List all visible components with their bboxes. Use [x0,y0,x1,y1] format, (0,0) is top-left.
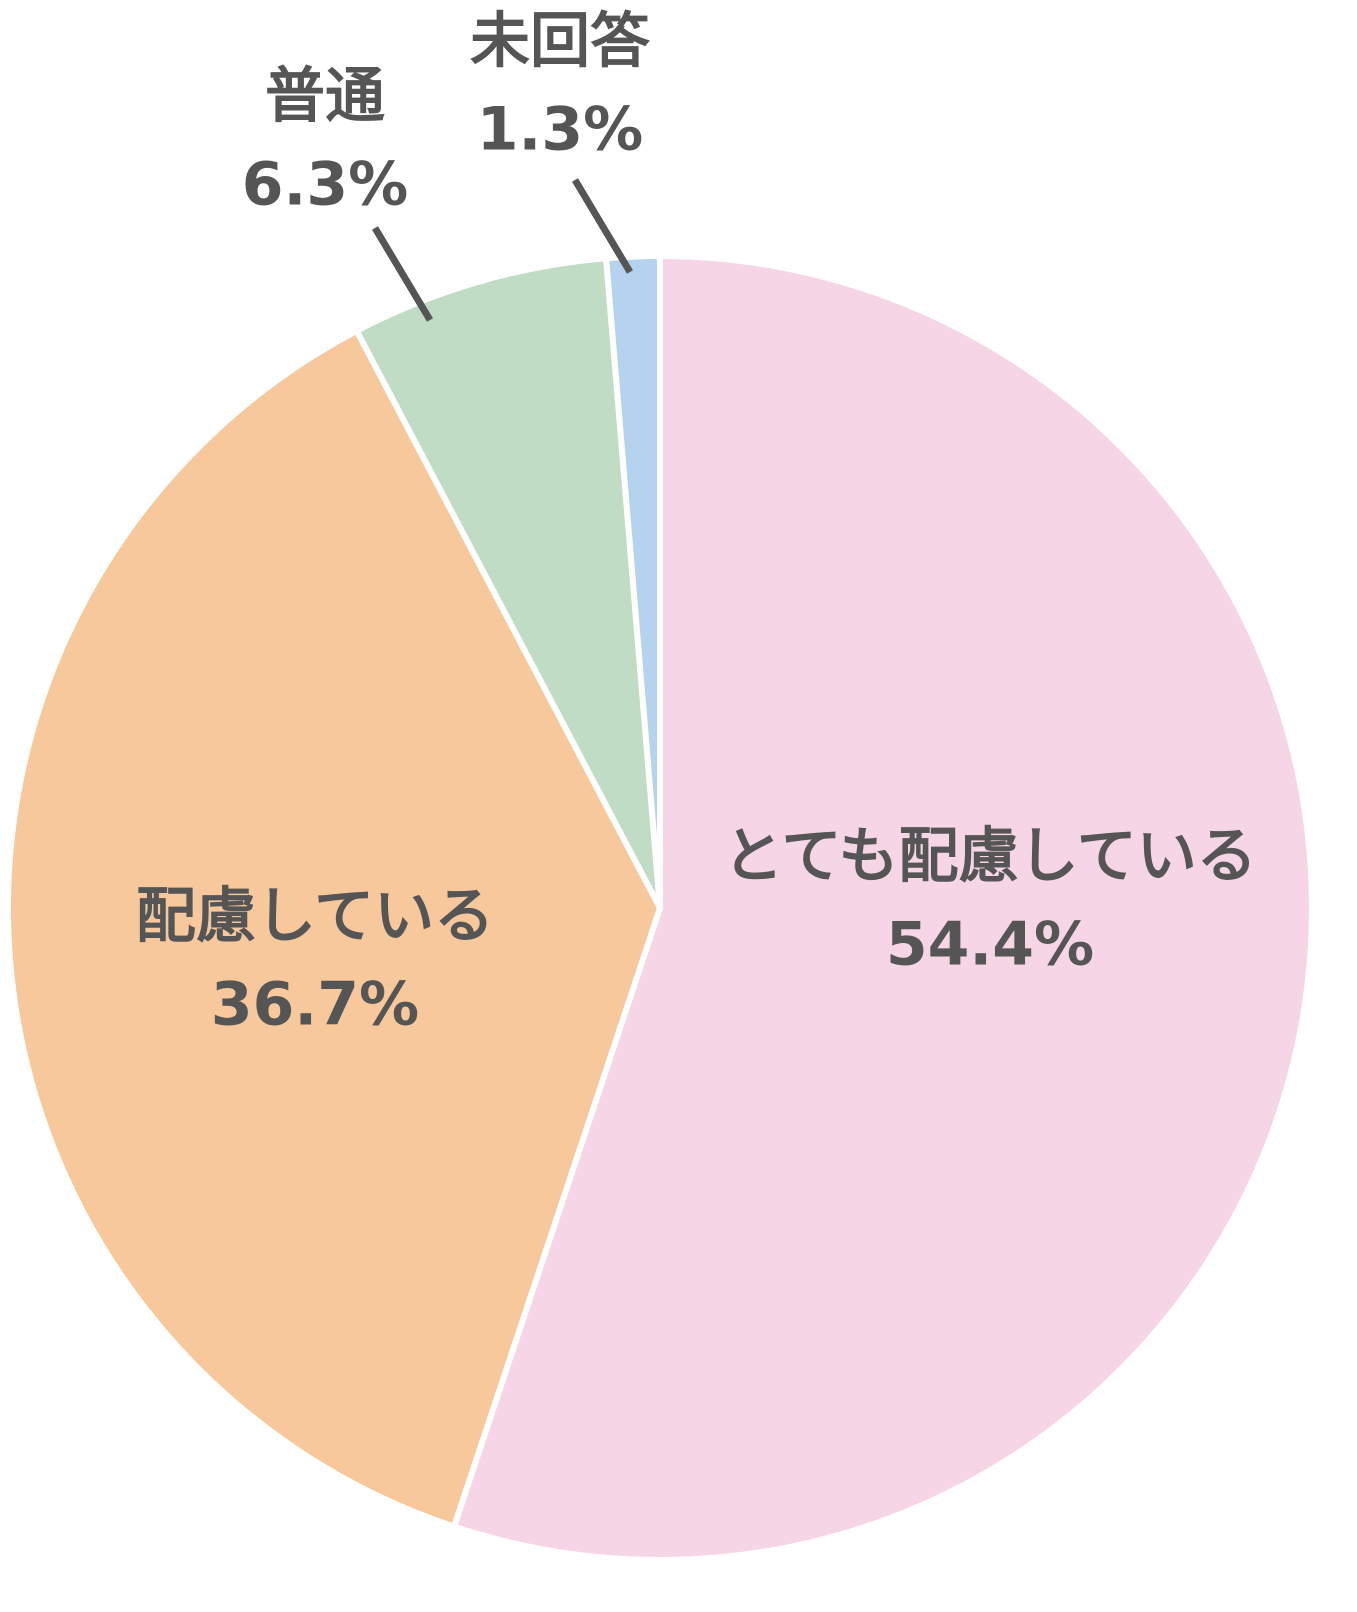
leader-line [371,226,434,322]
slice-label: 未回答 [470,7,651,77]
value-label: 6.3% [242,150,408,220]
value-label: 36.7% [211,970,419,1040]
pie-slice [5,327,663,1530]
slice-label: 普通 [265,62,385,132]
slice-label: とても配慮している [723,822,1256,892]
slice-label: 配慮している [136,882,494,952]
leader-line [571,178,634,274]
value-label: 54.4% [886,910,1094,980]
pie-slice [450,253,1315,1563]
value-label: 1.3% [477,95,643,165]
pie-slice [603,253,663,911]
pie-slice [353,255,663,911]
